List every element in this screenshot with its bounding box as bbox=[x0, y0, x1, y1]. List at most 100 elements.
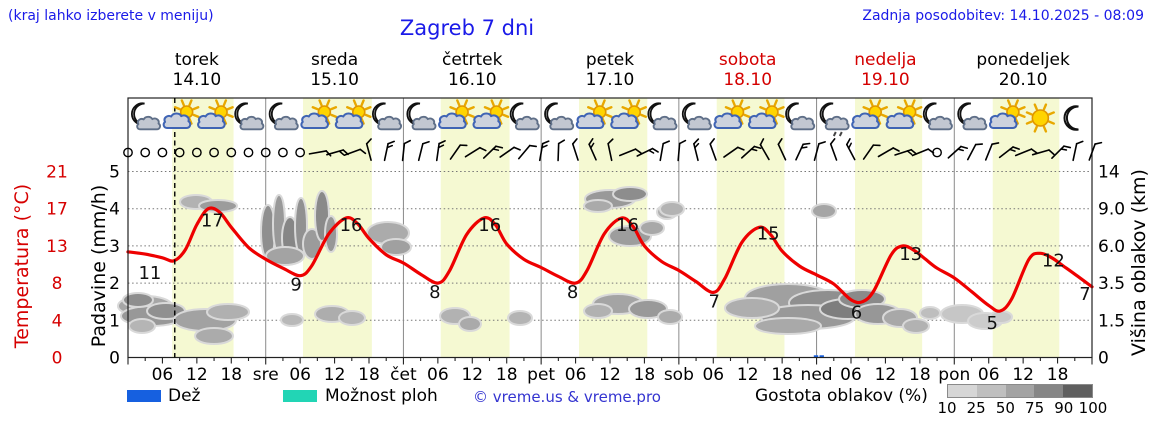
weather-icon-sun-cloud bbox=[851, 99, 888, 130]
weather-icon-moon-cloud bbox=[922, 102, 953, 131]
chart-text: ned bbox=[801, 365, 833, 385]
wind-barb-icon bbox=[777, 138, 787, 161]
cloud-blob bbox=[657, 309, 683, 325]
cloud-icon bbox=[652, 115, 678, 131]
cloud-blob bbox=[612, 186, 648, 202]
chart-text: 6 bbox=[851, 303, 862, 324]
rain-legend-swatch bbox=[127, 390, 161, 402]
cloud-icon bbox=[239, 115, 265, 131]
cloud-icon bbox=[162, 112, 192, 130]
density-tick-label: 100 bbox=[1078, 399, 1108, 417]
cloud-icon bbox=[747, 112, 777, 130]
page-title: Zagreb 7 dni bbox=[399, 16, 535, 40]
cloud-blob bbox=[128, 318, 156, 334]
weather-icon-moon-cloud bbox=[406, 102, 437, 131]
chart-text: 12 bbox=[875, 365, 897, 385]
density-segment bbox=[976, 385, 1006, 397]
wind-barb-icon bbox=[588, 138, 597, 161]
day-name: petek bbox=[585, 50, 635, 70]
chart-text: 17 bbox=[46, 200, 68, 220]
cloud-blob bbox=[919, 306, 941, 320]
cloud-blob bbox=[639, 220, 665, 236]
day-header-sreda: sreda 15.10 bbox=[266, 50, 404, 90]
day-date: 15.10 bbox=[310, 70, 359, 90]
cloud-blob bbox=[280, 313, 304, 327]
cloud-icon bbox=[988, 112, 1018, 130]
wind-barb-icon bbox=[571, 138, 579, 161]
wind-barb-icon bbox=[401, 139, 412, 162]
sun-icon bbox=[1025, 103, 1055, 133]
day-header-torek: torek 14.10 bbox=[128, 50, 266, 90]
cloud-icon bbox=[136, 115, 161, 131]
temperature-curve bbox=[126, 206, 1094, 313]
cloud-icon bbox=[713, 112, 743, 130]
wind-barb-icon bbox=[538, 140, 550, 162]
cloud-height-axis-label: Višina oblakov (km) bbox=[1128, 169, 1150, 356]
cloud-blob bbox=[507, 310, 533, 326]
weather-icon-sun-cloud bbox=[610, 99, 647, 130]
chart-text: 4 bbox=[52, 311, 63, 331]
wind-barb-icon bbox=[966, 143, 984, 161]
wind-calm-icon bbox=[191, 147, 202, 158]
wind-barb-icon bbox=[435, 140, 446, 162]
wind-calm-icon bbox=[226, 147, 237, 158]
day-date: 16.10 bbox=[447, 70, 497, 90]
cloud-blob bbox=[811, 203, 837, 219]
wind-barb-icon bbox=[365, 138, 372, 162]
chart-text: 16 bbox=[616, 215, 639, 236]
wind-barb-icon bbox=[449, 144, 468, 160]
chart-text: sob bbox=[664, 365, 694, 385]
wind-calm-icon bbox=[295, 147, 306, 158]
chart-text: 14 bbox=[1098, 163, 1120, 183]
cloud-icon bbox=[472, 112, 502, 130]
showers-legend-swatch bbox=[283, 390, 317, 402]
rain-bar bbox=[819, 355, 824, 358]
wind-barb-icon bbox=[499, 146, 521, 158]
wind-barb-icon bbox=[813, 141, 826, 162]
wind-barb-icon bbox=[709, 138, 717, 161]
wind-barb-icon bbox=[677, 139, 687, 162]
density-segment bbox=[1034, 385, 1064, 397]
wind-barb-icon bbox=[636, 147, 659, 157]
chart-text: 2 bbox=[109, 274, 120, 294]
wind-barb-icon bbox=[947, 145, 969, 159]
last-update-text: Zadnja posodobitev: 14.10.2025 - 08:09 bbox=[862, 8, 1144, 24]
density-tick-label: 10 bbox=[937, 399, 957, 417]
wind-calm-icon bbox=[932, 147, 942, 158]
temperature-axis-label: Temperatura (°C) bbox=[11, 183, 33, 349]
wind-barb-icon bbox=[1072, 140, 1084, 162]
day-name: četrtek bbox=[442, 50, 503, 70]
weather-icon-moon-cloud bbox=[509, 102, 540, 131]
chart-text: 15 bbox=[757, 223, 780, 244]
weather-icon-moon-cloud bbox=[785, 102, 816, 131]
cloud-icon bbox=[851, 112, 880, 130]
wind-calm-icon bbox=[174, 147, 185, 158]
day-date: 20.10 bbox=[998, 70, 1048, 90]
chart-text: 1.5 bbox=[1098, 311, 1125, 331]
chart-text: 06 bbox=[702, 365, 724, 385]
chart-text: 12 bbox=[461, 365, 483, 385]
cloud-icon bbox=[824, 115, 850, 131]
wind-barb-icon bbox=[464, 146, 487, 158]
day-name: torek bbox=[174, 50, 219, 70]
day-header-petek: petek 17.10 bbox=[541, 50, 679, 90]
wind-calm-icon bbox=[140, 147, 151, 158]
cloud-icon bbox=[962, 115, 988, 131]
chart-text: pon bbox=[938, 365, 970, 385]
cloud-blob bbox=[206, 303, 250, 321]
wind-barb-icon bbox=[1051, 145, 1072, 159]
density-tick-label: 75 bbox=[1025, 399, 1045, 417]
chart-text: 18 bbox=[1047, 365, 1069, 385]
chart-text: 18 bbox=[496, 365, 518, 385]
wind-barb-icon bbox=[723, 146, 745, 158]
chart-text: 12 bbox=[737, 365, 759, 385]
wind-barb-icon bbox=[618, 148, 642, 157]
weather-icon-sun-cloud bbox=[300, 99, 338, 130]
wind-calm-icon bbox=[243, 147, 254, 158]
wind-barb-icon bbox=[1031, 149, 1055, 156]
credit-link[interactable]: © vreme.us & vreme.pro bbox=[473, 388, 661, 406]
cloud-icon bbox=[885, 112, 915, 130]
chart-text: 13 bbox=[46, 237, 68, 257]
chart-text: 4 bbox=[109, 200, 120, 220]
